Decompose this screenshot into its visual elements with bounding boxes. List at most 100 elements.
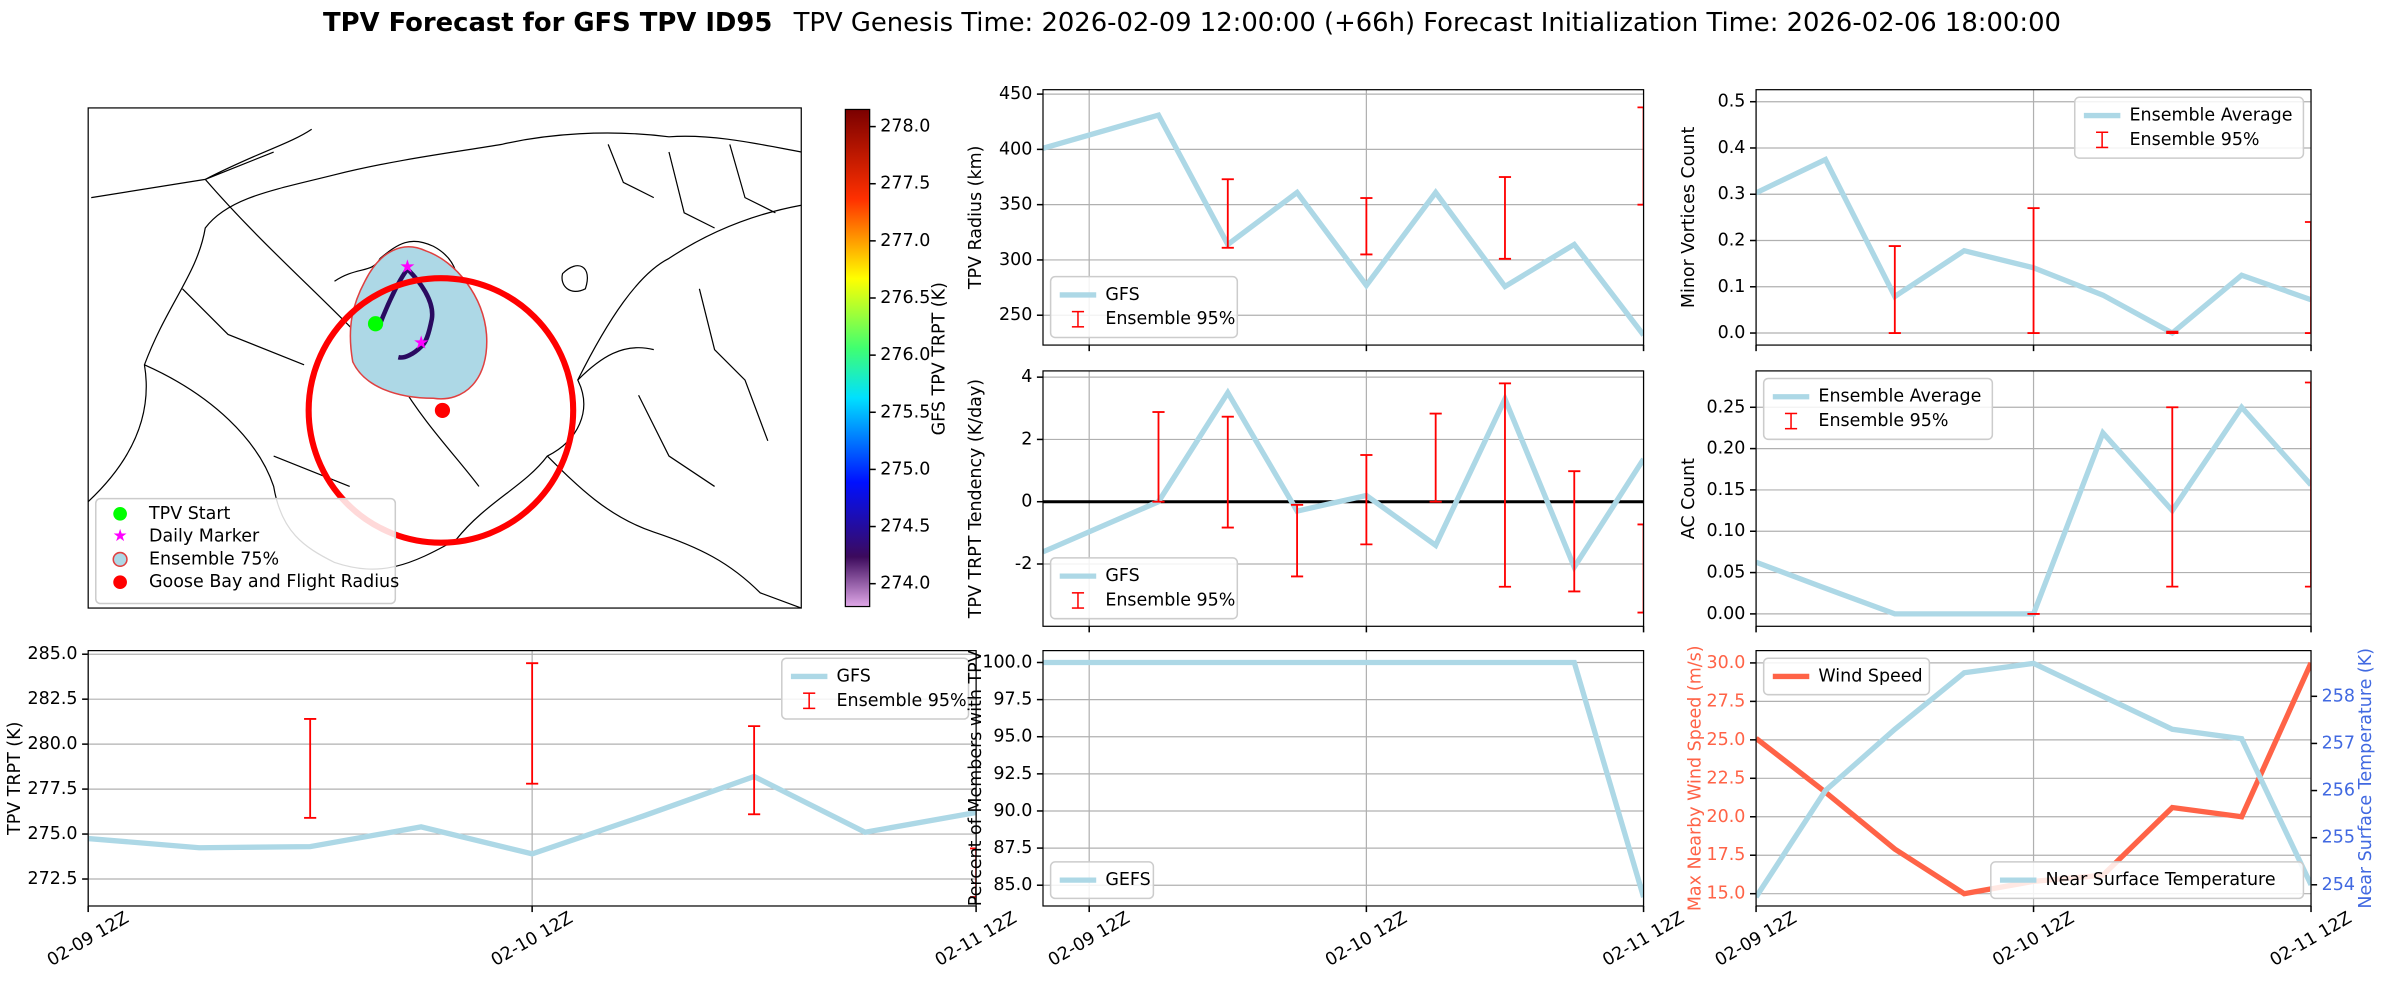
error-bar — [1429, 412, 1442, 503]
y-tick-label: 95.0 — [993, 727, 1032, 747]
legend-label: Wind Speed — [1818, 666, 1922, 686]
y-axis-label: Max Nearby Wind Speed (m/s) — [1685, 645, 1705, 911]
legend-box — [781, 657, 970, 720]
goose-bay — [434, 402, 451, 419]
colorbar-tick-label: 277.0 — [880, 231, 930, 251]
legend-box — [1049, 557, 1239, 620]
error-bar — [2027, 207, 2040, 334]
legend-label: GFS — [1105, 285, 1139, 305]
y-tick-label: 25.0 — [1707, 730, 1746, 750]
legend: GEFS — [1049, 861, 1155, 900]
y-tick-label: 285.0 — [28, 644, 78, 664]
legend-label: GEFS — [1105, 870, 1150, 890]
y-tick-label: 100.0 — [982, 652, 1032, 672]
y2-tick-label: 258 — [2322, 686, 2355, 706]
axes-frame — [87, 650, 977, 907]
y2-tick-label: 254 — [2322, 875, 2355, 895]
error-bar — [1291, 503, 1304, 578]
y-tick-label: 0.05 — [1707, 563, 1746, 583]
coastlines — [88, 128, 802, 609]
daily-marker: ★ — [413, 333, 429, 354]
daily-marker: ★ — [399, 257, 415, 278]
legend: Ensemble Average Ensemble 95% — [1762, 377, 1994, 441]
y-tick-label: 27.5 — [1707, 691, 1746, 711]
y-tick-label: 15.0 — [1707, 884, 1746, 904]
y-tick-label: 85.0 — [993, 875, 1032, 895]
y-tick-label: 300 — [999, 250, 1032, 270]
y-tick-label: 87.5 — [993, 838, 1032, 858]
legend-label: Daily Marker — [149, 527, 260, 547]
y-tick-label: 22.5 — [1707, 768, 1746, 788]
x-tick-label: 02-09 12Z — [1045, 908, 1133, 971]
y-axis-label: AC Count — [1679, 458, 1699, 539]
y-tick-label: 20.0 — [1707, 807, 1746, 827]
x-tick-label: 02-10 12Z — [488, 908, 576, 971]
y2-tick-label: 257 — [2322, 733, 2355, 753]
legend-label: Ensemble 95% — [837, 691, 967, 711]
error-bar — [2166, 406, 2179, 588]
y-tick-label: 275.0 — [28, 824, 78, 844]
x-tick-label: 02-09 12Z — [1712, 908, 1800, 971]
legend-box — [1762, 657, 1931, 696]
y-tick-label: 282.5 — [28, 689, 78, 709]
error-bar — [2304, 221, 2312, 334]
error-bar — [1888, 245, 1901, 334]
colorbar-tick-label: 275.0 — [880, 459, 930, 479]
y-tick-label: 280.0 — [28, 734, 78, 754]
error-bar — [1221, 415, 1234, 529]
title: TPV Forecast for GFS TPV ID95 — [323, 7, 772, 37]
legend-label: TPV Start — [148, 504, 231, 524]
series-line — [1043, 111, 1644, 337]
colorbar-label: GFS TPV TRPT (K) — [930, 282, 950, 435]
legend: GFS Ensemble 95% — [781, 657, 970, 720]
y-axis-label: TPV TRPT (K) — [5, 722, 25, 836]
legend-label: GFS — [1105, 566, 1139, 586]
axes-frame — [1042, 370, 1645, 627]
error-bar — [1221, 178, 1234, 249]
legend-swatch: ★ — [113, 525, 128, 545]
error-bar — [304, 718, 317, 819]
flight-radius — [305, 275, 577, 546]
colorbar-tick-label: 278.0 — [880, 117, 930, 137]
error-bar — [970, 847, 977, 898]
y-tick-label: 0.00 — [1707, 604, 1746, 624]
y-tick-label: 350 — [999, 195, 1032, 215]
axes-frame — [1042, 89, 1645, 346]
error-bar — [1568, 470, 1581, 593]
error-bar — [1360, 454, 1373, 546]
legend: GFS Ensemble 95% — [1049, 275, 1239, 339]
error-bar — [2304, 381, 2312, 588]
colorbar-tick-label: 276.0 — [880, 345, 930, 365]
series-line — [1043, 659, 1644, 898]
axes-frame — [1755, 370, 2312, 627]
legend-label: Ensemble Average — [2129, 106, 2292, 126]
legend: Near Surface Temperature — [1990, 861, 2305, 900]
panel: 250 300 350 400 450 GFS Ensemble 95% TPV Radius… — [966, 84, 1645, 352]
y2-tick-label: 256 — [2322, 781, 2355, 801]
x-tick-label: 02-09 12Z — [44, 908, 132, 971]
y-tick-label: 0.25 — [1707, 397, 1746, 417]
panel: -2 0 2 4 GFS Ensemble 95% TPV TRPT Tendency (K… — [966, 367, 1645, 633]
legend-label: Ensemble 95% — [1105, 309, 1235, 329]
y-tick-label: 17.5 — [1707, 845, 1746, 865]
legend-label: Ensemble 95% — [1105, 590, 1235, 610]
axes-frame — [1755, 650, 2312, 907]
error-bar — [2166, 330, 2179, 334]
series-line — [1756, 660, 2312, 899]
x-tick-label: 02-11 12Z — [932, 908, 1020, 971]
error-bar — [1637, 523, 1644, 614]
y-axis-label: TPV TRPT Tendency (K/day) — [966, 379, 986, 619]
y-tick-label: 0.10 — [1707, 521, 1746, 541]
y-tick-label: 450 — [999, 84, 1032, 104]
y-tick-label: -2 — [1015, 554, 1032, 574]
x-tick-label: 02-10 12Z — [1322, 908, 1410, 971]
panel: 15.0 17.5 20.0 22.5 25.0 27.5 30.0 254 255 256 257… — [1685, 645, 2376, 970]
legend-box — [2073, 96, 2305, 159]
error-bar — [1152, 411, 1165, 503]
panel: 272.5 275.0 277.5 280.0 282.5 285.0 02-09 12Z 0… — [5, 644, 1020, 971]
colorbar-tick-label: 276.5 — [880, 288, 930, 308]
y-axis-label: TPV Radius (km) — [966, 146, 986, 291]
colorbar — [844, 108, 871, 608]
legend: Wind Speed — [1762, 657, 1931, 696]
